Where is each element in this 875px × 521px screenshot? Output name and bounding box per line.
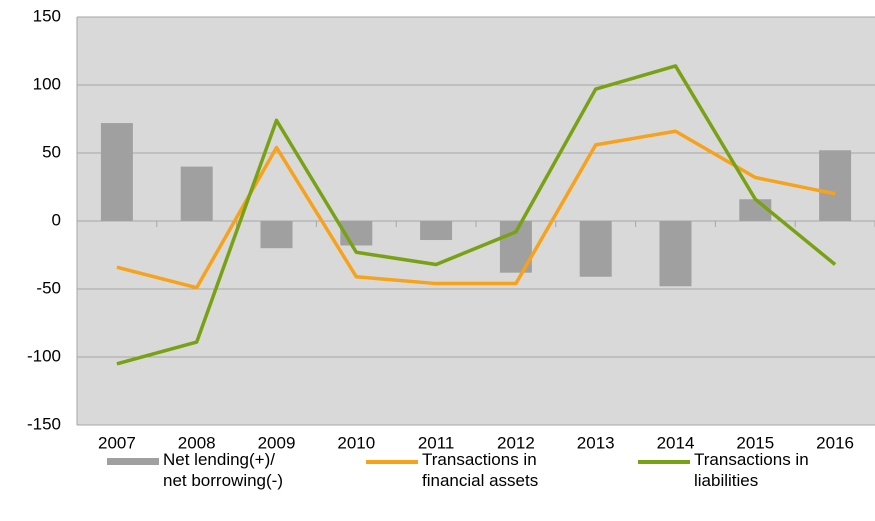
- y-tick-label: -50: [36, 278, 61, 297]
- bar: [260, 221, 293, 249]
- bar: [579, 221, 612, 277]
- bar: [659, 221, 692, 287]
- legend-label: Transactions in financial assets: [422, 450, 539, 490]
- x-tick-label: 2011: [418, 433, 455, 452]
- y-tick-label: 0: [52, 210, 61, 229]
- x-tick-label: 2015: [736, 433, 774, 452]
- legend-label: Net lending(+)/ net borrowing(-): [163, 450, 283, 490]
- legend-label: Transactions in liabilities: [694, 450, 809, 490]
- y-tick-label: -150: [27, 414, 61, 433]
- x-tick-label: 2014: [657, 433, 695, 452]
- bar: [180, 166, 213, 221]
- x-tick-label: 2010: [337, 433, 375, 452]
- legend-swatch: [107, 458, 159, 465]
- x-tick-label: 2009: [258, 433, 296, 452]
- line: [116, 129, 836, 290]
- x-tick-label: 2012: [497, 433, 535, 452]
- y-tick-label: 50: [42, 142, 61, 161]
- bar: [819, 150, 852, 221]
- x-tick-label: 2007: [98, 433, 136, 452]
- legend-swatch: [366, 460, 418, 464]
- y-tick-label: 100: [33, 74, 61, 93]
- x-tick-label: 2008: [178, 433, 216, 452]
- y-tick-label: 150: [33, 6, 61, 25]
- y-tick-label: -100: [27, 346, 61, 365]
- bar: [100, 123, 133, 221]
- legend-swatch: [638, 460, 690, 464]
- line: [116, 64, 837, 366]
- x-tick-label: 2013: [577, 433, 615, 452]
- x-tick-label: 2016: [816, 433, 854, 452]
- bar: [420, 221, 453, 241]
